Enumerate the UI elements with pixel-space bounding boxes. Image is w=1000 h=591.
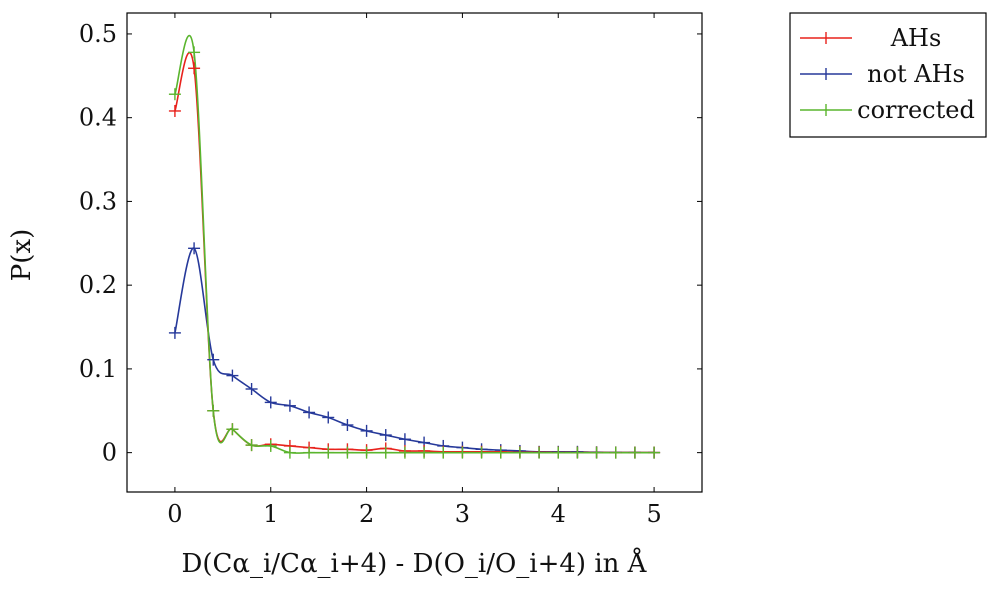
data-point-corrected bbox=[168, 88, 181, 101]
data-point-not-ahs bbox=[168, 326, 181, 339]
data-point-corrected bbox=[341, 446, 354, 459]
x-axis-title: D(Cα_i/Cα_i+4) - D(O_i/O_i+4) in Å bbox=[182, 547, 648, 579]
data-point-corrected bbox=[648, 446, 661, 459]
data-point-corrected bbox=[513, 446, 526, 459]
x-tick-label: 2 bbox=[359, 500, 374, 528]
y-tick-label: 0.1 bbox=[79, 355, 117, 383]
series-line-ahs bbox=[174, 51, 655, 454]
data-point-not-ahs bbox=[188, 242, 201, 255]
data-point-not-ahs bbox=[226, 369, 239, 382]
x-tick-label: 4 bbox=[551, 500, 566, 528]
plot-area bbox=[126, 12, 703, 493]
data-point-corrected bbox=[322, 446, 335, 459]
data-point-corrected bbox=[188, 46, 201, 59]
data-point-corrected bbox=[360, 446, 373, 459]
data-point-corrected bbox=[533, 446, 546, 459]
data-point-not-ahs bbox=[341, 419, 354, 432]
axis-ticks: 0 1 2 3 4 5 0 0.1 0.2 0.3 0.4 0.5 bbox=[79, 13, 702, 528]
data-point-corrected bbox=[303, 446, 316, 459]
data-point-corrected bbox=[590, 446, 603, 459]
y-tick-label: 0 bbox=[102, 439, 117, 467]
plot-frame bbox=[126, 12, 703, 493]
data-point-corrected bbox=[456, 446, 469, 459]
legend-frame bbox=[789, 12, 987, 138]
data-point-not-ahs bbox=[283, 399, 296, 412]
data-point-corrected bbox=[494, 446, 507, 459]
data-point-corrected bbox=[398, 446, 411, 459]
data-point-corrected bbox=[628, 446, 641, 459]
y-tick-label: 0.5 bbox=[79, 20, 117, 48]
data-point-ahs bbox=[188, 62, 201, 75]
y-tick-label: 0.2 bbox=[79, 271, 117, 299]
series-markers bbox=[168, 46, 661, 459]
data-point-corrected bbox=[475, 446, 488, 459]
data-point-corrected bbox=[609, 446, 622, 459]
x-tick-label: 1 bbox=[263, 500, 278, 528]
legend-item-not-ahs: not AHs bbox=[800, 60, 965, 88]
data-point-corrected bbox=[226, 423, 239, 436]
legend: AHs not AHs corrected bbox=[789, 12, 987, 138]
data-point-not-ahs bbox=[245, 382, 258, 395]
data-point-corrected bbox=[379, 446, 392, 459]
legend-label: not AHs bbox=[867, 60, 965, 88]
legend-label: corrected bbox=[857, 96, 975, 124]
data-point-not-ahs bbox=[207, 353, 220, 366]
y-axis-title: P(x) bbox=[7, 229, 37, 281]
x-tick-label: 0 bbox=[167, 500, 182, 528]
data-point-not-ahs bbox=[360, 424, 373, 437]
data-point-corrected bbox=[283, 446, 296, 459]
data-point-corrected bbox=[437, 446, 450, 459]
data-point-not-ahs bbox=[303, 406, 316, 419]
data-point-corrected bbox=[207, 404, 220, 417]
data-point-not-ahs bbox=[264, 396, 277, 409]
legend-item-ahs: AHs bbox=[800, 24, 941, 52]
data-point-not-ahs bbox=[379, 429, 392, 442]
data-point-not-ahs bbox=[398, 433, 411, 446]
series-lines bbox=[174, 34, 655, 454]
data-point-corrected bbox=[264, 439, 277, 452]
legend-item-corrected: corrected bbox=[800, 96, 975, 124]
y-tick-label: 0.4 bbox=[79, 104, 117, 132]
series-line-not-ahs bbox=[174, 247, 655, 454]
data-point-corrected bbox=[245, 439, 258, 452]
data-point-corrected bbox=[552, 446, 565, 459]
data-point-corrected bbox=[571, 446, 584, 459]
series-line-corrected bbox=[174, 34, 655, 454]
y-tick-label: 0.3 bbox=[79, 187, 117, 215]
data-point-corrected bbox=[418, 446, 431, 459]
legend-label: AHs bbox=[890, 24, 942, 52]
x-tick-label: 3 bbox=[455, 500, 470, 528]
data-point-not-ahs bbox=[322, 411, 335, 424]
data-point-ahs bbox=[168, 104, 181, 117]
x-tick-label: 5 bbox=[646, 500, 661, 528]
